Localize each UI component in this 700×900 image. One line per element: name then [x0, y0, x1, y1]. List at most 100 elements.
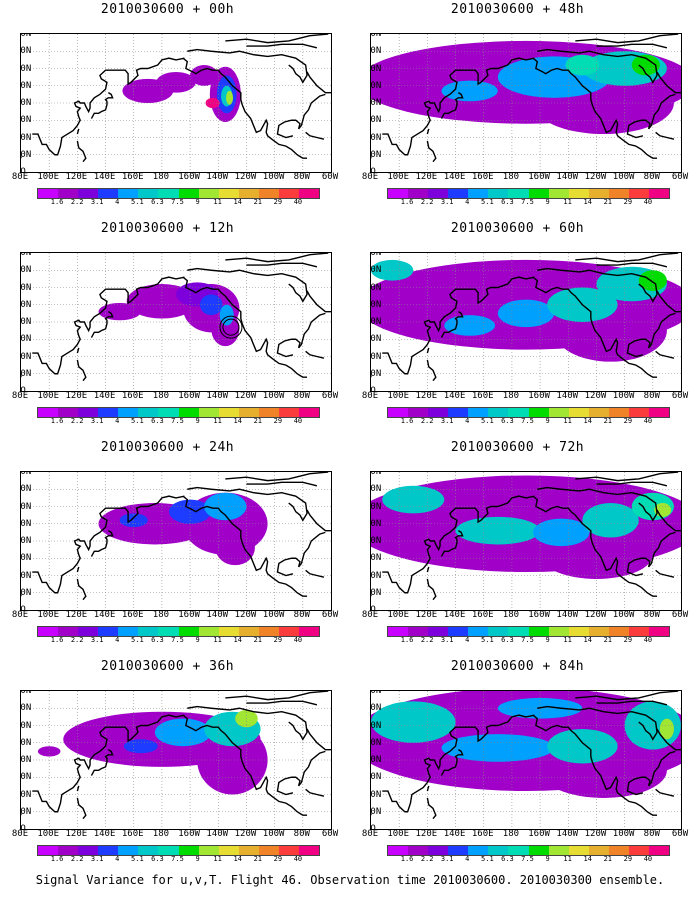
colorbar-label: 21: [603, 855, 612, 863]
lon-label: 80E: [361, 391, 379, 401]
lon-label: 160W: [178, 172, 200, 182]
coastline: [656, 728, 681, 751]
lon-label: 80W: [643, 391, 660, 401]
lon-label: 60W: [671, 391, 689, 401]
colorbar-label: 40: [293, 636, 303, 644]
colorbar-label: 29: [623, 636, 633, 644]
lat-label: 60N: [20, 282, 32, 293]
colorbar-swatch: [388, 627, 409, 636]
colorbar-swatch: [649, 408, 670, 417]
coastline: [225, 472, 329, 482]
colorbar-label: 29: [623, 417, 633, 425]
coastline: [655, 350, 675, 359]
lon-label: 160W: [178, 829, 200, 839]
coastline: [225, 253, 329, 263]
colorbar-labels: 1.6 2.2 3.1 4 5.1 6.3 7.5 9 11 14 21 29 40: [387, 199, 668, 207]
lon-label: 140W: [206, 391, 229, 401]
lon-label: 180: [502, 829, 520, 839]
colorbar-swatch: [428, 846, 449, 855]
lon-label: 80E: [361, 172, 379, 182]
colorbar-swatch: [299, 627, 320, 636]
colorbar-swatch: [588, 189, 609, 198]
lon-axis: 80E 100E 120E 140E 160E 180 160W 140W 120W 100W 80…: [4, 610, 338, 621]
coastline: [440, 530, 464, 557]
coastline: [246, 262, 318, 268]
colorbar-labels: 1.6 2.2 3.1 4 5.1 6.3 7.5 9 11 14 21 29 40: [37, 637, 318, 645]
coastline: [656, 290, 681, 313]
lon-label: 180: [152, 829, 170, 839]
lon-label: 160E: [471, 172, 494, 182]
colorbar-label: 11: [213, 417, 222, 425]
colorbar-swatch: [408, 408, 429, 417]
colorbar-swatch: [238, 846, 259, 855]
colorbar-label: 3.1: [90, 636, 104, 644]
colorbar-label: 11: [563, 417, 572, 425]
lon-label: 180: [502, 172, 520, 182]
colorbar-label: 11: [213, 636, 222, 644]
lat-label: 70N: [20, 484, 32, 495]
lat-label: 70N: [20, 46, 32, 57]
variance-field: [205, 97, 220, 109]
variance-field: [565, 54, 600, 76]
colorbar-label: 2.2: [70, 855, 84, 863]
lat-label: 60N: [20, 501, 32, 512]
lat-label: 30N: [20, 115, 32, 126]
variance-field: [154, 718, 212, 747]
colorbar-swatch: [278, 627, 300, 636]
coastline: [182, 495, 308, 597]
colorbar-label: 4: [465, 198, 470, 206]
colorbar-label: 11: [213, 855, 222, 863]
variance-field: [441, 734, 555, 762]
colorbar-swatch: [588, 627, 609, 636]
colorbar-label: 6.3: [151, 198, 164, 206]
variance-field: [156, 71, 196, 93]
lat-label: EQ: [370, 605, 376, 611]
coastline: [426, 128, 430, 135]
variance-field: [226, 90, 234, 105]
lon-label: 80E: [11, 610, 29, 620]
lon-label: 80W: [643, 172, 660, 182]
colorbar-swatch: [138, 627, 159, 636]
colorbar-swatch: [158, 846, 179, 855]
lat-label: 40N: [20, 317, 32, 327]
colorbar-swatch: [218, 627, 239, 636]
coastline: [276, 557, 301, 577]
colorbar-label: 2.2: [420, 636, 434, 644]
lat-label: 20N: [370, 570, 382, 581]
lat-label: 40N: [20, 536, 32, 546]
lon-label: 180: [502, 391, 520, 401]
lon-label: 140W: [206, 829, 229, 839]
colorbar-swatch: [649, 189, 670, 198]
lat-label: 80N: [20, 252, 32, 258]
coastline: [656, 71, 681, 94]
lon-label: 160W: [528, 391, 550, 401]
lat-label: 40N: [20, 755, 32, 765]
coastline: [306, 509, 331, 532]
colorbar-swatch: [198, 408, 219, 417]
colorbar-label: 3.1: [440, 417, 454, 425]
colorbar-label: 9: [195, 855, 200, 863]
colorbar-swatch: [178, 189, 199, 198]
coastline: [187, 48, 308, 84]
lat-label: 50N: [20, 80, 32, 91]
colorbar-swatch: [568, 627, 589, 636]
lon-label: 80E: [361, 610, 379, 620]
colorbar-swatch: [78, 408, 99, 417]
coastline: [382, 495, 535, 594]
colorbar-label: 29: [623, 198, 633, 206]
colorbar-label: 5.1: [131, 855, 144, 863]
lat-label: 20N: [370, 132, 382, 143]
lat-label: 50N: [20, 737, 32, 748]
lon-label: 160W: [528, 829, 550, 839]
colorbar-swatch: [548, 846, 569, 855]
map-panel: 2010030600 + 12h 80N 70N 60N 50N 40N 30N 20N 10N…: [0, 219, 338, 429]
lon-label: 100E: [387, 610, 410, 620]
colorbar-swatch: [258, 627, 279, 636]
colorbar-swatch: [299, 846, 320, 855]
lat-label: 60N: [370, 501, 382, 512]
colorbar-swatch: [118, 408, 139, 417]
colorbar-swatch: [299, 189, 320, 198]
colorbar-label: 11: [563, 198, 572, 206]
colorbar-label: 29: [623, 855, 633, 863]
colorbar-label: 21: [603, 636, 612, 644]
